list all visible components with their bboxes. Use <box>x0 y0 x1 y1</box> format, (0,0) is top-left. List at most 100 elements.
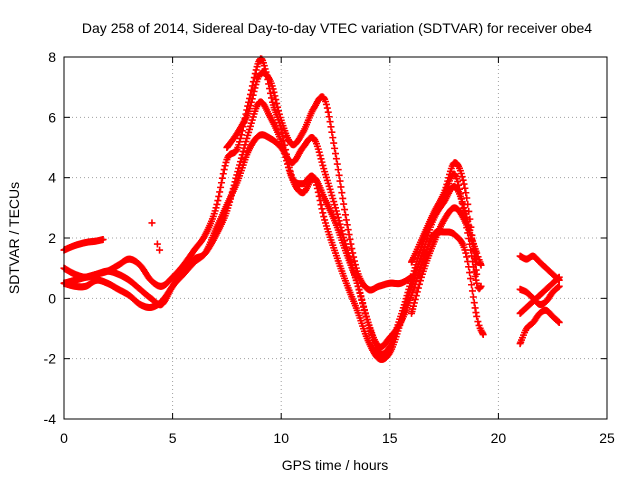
y-tick-label: 4 <box>48 170 56 186</box>
track-marker <box>233 146 241 154</box>
track-marker <box>410 299 418 307</box>
track-marker <box>216 188 224 196</box>
track-marker <box>219 170 227 178</box>
track-marker <box>274 107 282 115</box>
track-marker <box>251 84 259 92</box>
track-marker <box>336 220 344 228</box>
track-marker <box>350 253 358 261</box>
data-point <box>462 189 470 197</box>
track-marker <box>461 217 469 225</box>
track-marker <box>357 293 365 301</box>
track-marker <box>242 138 250 146</box>
track-marker <box>270 88 278 96</box>
track-marker <box>339 230 347 238</box>
track-marker <box>328 128 336 136</box>
track-marker <box>287 172 295 180</box>
outlier-point <box>153 240 161 248</box>
track-marker <box>320 213 328 221</box>
outlier-point <box>156 246 164 254</box>
track-marker <box>276 135 284 143</box>
track-marker <box>463 253 471 261</box>
track-marker <box>217 179 225 187</box>
track-marker <box>349 249 357 257</box>
track-marker <box>271 92 279 100</box>
track-marker <box>352 304 360 312</box>
track-marker <box>338 189 346 197</box>
track-marker <box>464 258 472 266</box>
track-marker <box>244 110 252 118</box>
track-marker <box>211 227 219 235</box>
track-marker <box>341 206 349 214</box>
track-marker <box>337 183 345 191</box>
track-marker <box>335 171 343 179</box>
track-marker <box>463 194 471 202</box>
track-marker <box>359 300 367 308</box>
track-marker <box>236 134 244 142</box>
track-marker <box>384 351 392 359</box>
track-marker <box>322 100 330 108</box>
data-point <box>462 249 470 257</box>
track-marker <box>335 217 343 225</box>
track-marker <box>317 201 325 209</box>
track-marker <box>348 245 356 253</box>
track-marker <box>346 235 354 243</box>
track-marker <box>246 102 254 110</box>
track-marker <box>327 123 335 131</box>
track-marker <box>239 147 247 155</box>
track-marker <box>236 138 244 146</box>
track-marker <box>331 201 339 209</box>
x-tick-label: 5 <box>169 430 177 446</box>
track-marker <box>252 66 260 74</box>
track-marker <box>457 169 465 177</box>
track-marker <box>247 98 255 106</box>
track-marker <box>269 85 277 93</box>
track-marker <box>334 166 342 174</box>
track-marker <box>211 207 219 215</box>
track-marker <box>220 166 228 174</box>
track-marker <box>338 227 346 235</box>
track-marker <box>215 192 223 200</box>
track-marker <box>222 158 230 166</box>
track-marker <box>477 260 485 268</box>
track-marker <box>326 118 334 126</box>
track-marker <box>167 285 175 293</box>
track-marker <box>339 194 347 202</box>
track-marker <box>345 231 353 239</box>
track-marker <box>331 144 339 152</box>
track-marker <box>468 287 476 295</box>
track-marker <box>232 131 240 139</box>
grid-lines <box>64 57 607 419</box>
track-marker <box>250 88 258 96</box>
track-marker <box>313 185 321 193</box>
track-marker <box>409 302 417 310</box>
track-marker <box>555 318 563 326</box>
y-tick-label: 0 <box>48 290 56 306</box>
track-marker <box>472 266 480 274</box>
track-marker <box>213 200 221 208</box>
track-marker <box>333 160 341 168</box>
track-marker <box>341 277 349 285</box>
track-marker <box>217 183 225 191</box>
x-tick-label: 20 <box>491 430 507 446</box>
track-marker <box>471 304 479 312</box>
track-marker <box>315 192 323 200</box>
track-marker <box>249 91 257 99</box>
track-marker <box>222 203 230 211</box>
track-marker <box>344 226 352 234</box>
track-marker <box>247 119 255 127</box>
track-marker <box>319 93 327 101</box>
track-marker <box>444 177 452 185</box>
track-marker <box>417 261 425 269</box>
track-marker <box>317 155 325 163</box>
x-tick-label: 0 <box>60 430 68 446</box>
y-tick-label: 6 <box>48 109 56 125</box>
track-marker <box>265 75 273 83</box>
track-marker <box>297 146 305 154</box>
y-tick-label: 8 <box>48 49 56 65</box>
track-marker <box>312 181 320 189</box>
x-tick-label: 10 <box>273 430 289 446</box>
track-marker <box>318 158 326 166</box>
track-marker <box>233 179 241 187</box>
track-marker <box>332 155 340 163</box>
y-tick-label: -4 <box>44 411 57 427</box>
